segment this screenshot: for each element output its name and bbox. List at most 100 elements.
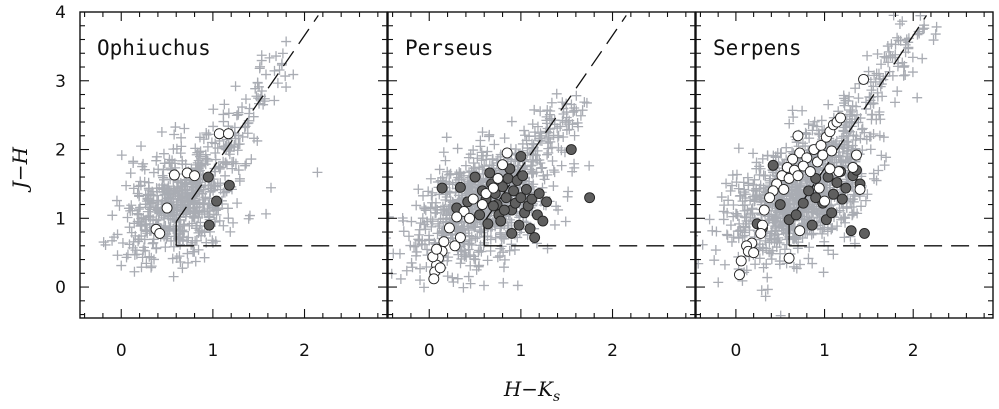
field-star-marker — [208, 104, 219, 115]
reddening-vector-line — [175, 15, 319, 223]
field-star-marker — [838, 90, 849, 101]
field-star-marker — [721, 178, 732, 189]
field-star-marker — [536, 130, 547, 141]
field-star-marker — [869, 70, 880, 81]
filled-source-point — [500, 192, 512, 204]
field-star-marker — [797, 105, 808, 116]
field-star-marker — [228, 217, 239, 228]
field-star-marker — [487, 153, 498, 164]
field-star-marker — [132, 188, 143, 199]
field-star-marker — [201, 154, 212, 165]
field-star-marker — [144, 184, 155, 195]
field-star-marker — [419, 282, 430, 293]
filled-source-point — [790, 209, 802, 221]
field-star-marker — [873, 68, 884, 79]
field-star-marker — [742, 172, 753, 183]
field-star-marker — [373, 288, 383, 298]
field-star-marker — [564, 124, 575, 135]
plot-area — [98, 15, 387, 282]
field-star-marker — [468, 145, 479, 156]
field-star-marker — [524, 131, 535, 142]
field-star-marker — [716, 192, 727, 203]
field-star-marker — [745, 209, 756, 220]
field-star-marker — [850, 83, 861, 94]
field-star-marker — [168, 241, 179, 252]
field-star-marker — [406, 257, 417, 268]
field-star-marker — [214, 163, 225, 174]
field-star-marker — [499, 133, 510, 144]
field-star-marker — [733, 183, 744, 194]
field-star-marker — [469, 222, 480, 233]
field-star-marker — [456, 246, 467, 257]
filled-source-point — [202, 171, 214, 183]
field-star-marker — [709, 255, 720, 266]
field-star-marker — [184, 220, 195, 231]
filled-source-point — [826, 207, 838, 219]
field-star-marker — [758, 262, 769, 273]
field-star-marker — [205, 186, 216, 197]
field-star-marker — [203, 129, 214, 140]
field-star-marker — [213, 161, 224, 172]
field-star-marker — [438, 147, 449, 158]
field-star-marker — [114, 200, 125, 211]
field-star-marker — [492, 252, 503, 263]
field-star-marker — [395, 273, 406, 284]
field-star-marker — [912, 92, 923, 103]
field-star-marker — [531, 167, 542, 178]
open-source-point — [787, 153, 799, 165]
field-star-marker — [887, 52, 898, 63]
field-star-marker — [463, 152, 474, 163]
field-star-marker — [521, 135, 532, 146]
x-tick-label: 0 — [730, 341, 741, 361]
field-star-marker — [130, 245, 141, 256]
field-star-marker — [556, 160, 567, 171]
field-star-marker — [877, 91, 888, 102]
field-star-marker — [256, 55, 267, 66]
field-star-marker — [541, 111, 552, 122]
field-star-marker — [872, 49, 883, 60]
field-star-marker — [900, 70, 911, 81]
field-star-marker — [845, 126, 856, 137]
field-star-marker — [897, 16, 908, 27]
filled-source-point — [858, 227, 870, 239]
open-source-point — [792, 170, 804, 182]
field-star-marker — [865, 144, 876, 155]
field-star-marker — [928, 35, 939, 46]
field-star-marker — [775, 218, 786, 229]
field-star-marker — [151, 206, 162, 217]
field-star-marker — [735, 225, 746, 236]
open-source-point — [858, 73, 870, 85]
field-star-marker — [138, 242, 149, 253]
field-star-marker — [156, 208, 167, 219]
open-source-point — [161, 202, 173, 214]
field-star-marker — [135, 202, 146, 213]
open-source-point — [748, 247, 760, 259]
field-star-marker — [470, 233, 481, 244]
field-star-marker — [863, 66, 874, 77]
field-star-marker — [240, 94, 251, 105]
field-star-marker — [917, 53, 928, 64]
field-star-marker — [740, 189, 751, 200]
panel-frame — [387, 11, 696, 319]
field-star-marker — [874, 130, 885, 141]
field-star-marker — [202, 204, 213, 215]
filled-source-point — [498, 204, 510, 216]
field-star-marker — [509, 244, 520, 255]
filled-source-point — [513, 219, 525, 231]
field-star-marker — [485, 246, 496, 257]
field-star-marker — [756, 285, 767, 296]
plot-area — [696, 12, 993, 318]
field-star-marker — [866, 109, 877, 120]
field-star-marker — [560, 117, 571, 128]
filled-source-point — [584, 192, 596, 204]
field-star-marker — [857, 145, 868, 156]
field-star-marker — [721, 229, 732, 240]
field-star-marker — [144, 210, 155, 221]
field-star-marker — [128, 183, 139, 194]
field-star-marker — [535, 133, 546, 144]
field-star-marker — [546, 97, 557, 108]
field-star-marker — [775, 310, 786, 318]
field-star-marker — [228, 156, 239, 167]
field-star-marker — [423, 186, 434, 197]
open-source-point — [492, 172, 504, 184]
